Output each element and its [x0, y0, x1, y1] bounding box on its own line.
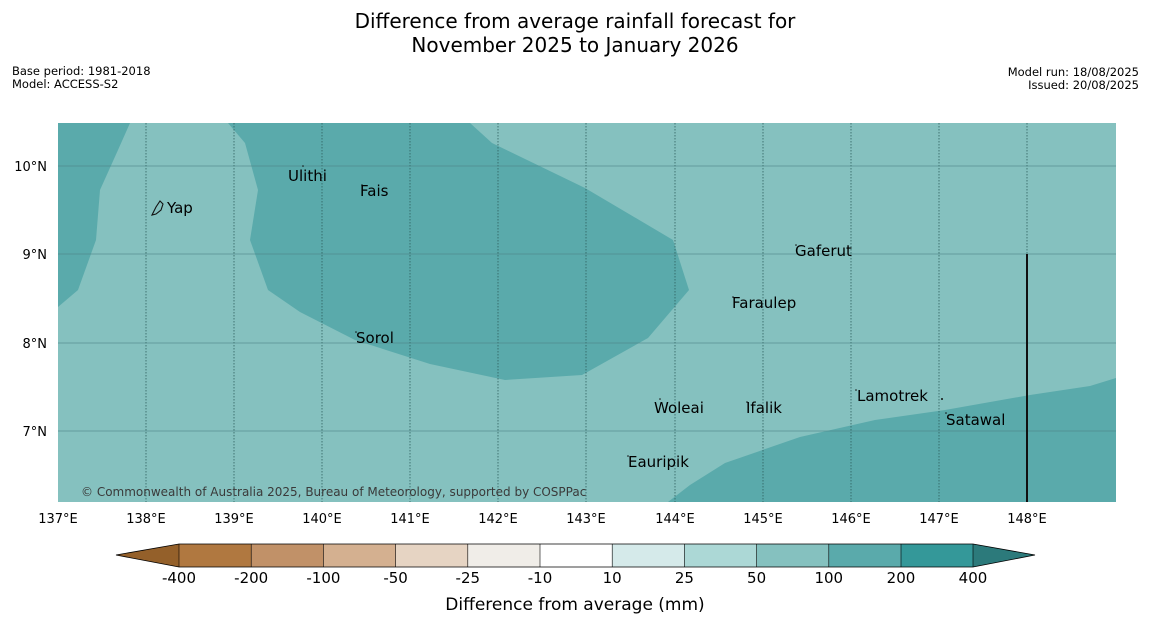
colorbar-segment — [901, 544, 973, 567]
colorbar-tick-label: 25 — [675, 569, 694, 587]
lat-label: 9°N — [23, 248, 48, 263]
place-label-fais: Fais — [360, 182, 389, 200]
issued-text: Issued: 20/08/2025 — [1028, 78, 1139, 92]
colorbar-tick-label: 200 — [887, 569, 916, 587]
lon-label: 140°E — [302, 512, 342, 527]
lon-label: 145°E — [743, 512, 783, 527]
colorbar-unit-label: Difference from average (mm) — [445, 595, 704, 615]
lat-label: 10°N — [14, 160, 47, 175]
colorbar-tick-label: -100 — [306, 569, 340, 587]
lat-gridlines — [58, 165, 1116, 432]
lon-label: 148°E — [1007, 512, 1047, 527]
island-dots — [302, 165, 947, 457]
model-info: Base period: 1981-2018 Model: ACCESS-S2 — [12, 65, 151, 91]
lon-label: 146°E — [831, 512, 871, 527]
colorbar-tick-label: -200 — [234, 569, 268, 587]
colorbar-segment — [179, 544, 252, 567]
lat-label: 8°N — [23, 337, 48, 352]
colorbar-low-extension — [116, 544, 179, 567]
lon-label: 147°E — [919, 512, 959, 527]
colorbar-segment — [540, 544, 613, 567]
title-line-1: Difference from average rainfall forecas… — [354, 9, 796, 33]
colorbar-tick-label: -50 — [383, 569, 408, 587]
place-label-lamotrek: Lamotrek — [857, 387, 928, 405]
lat-label: 7°N — [23, 425, 48, 440]
lon-axis-labels: 137°E 138°E 139°E 140°E 141°E 142°E 143°… — [38, 512, 1047, 527]
title-line-2: November 2025 to January 2026 — [411, 33, 739, 57]
map-area: Yap Ulithi Fais Gaferut Faraulep Sorol L… — [58, 123, 1116, 502]
place-label-satawal: Satawal — [946, 411, 1005, 429]
lat-axis-labels: 10°N 9°N 8°N 7°N — [14, 160, 47, 440]
colorbar-tick-label: 10 — [603, 569, 622, 587]
colorbar-segment — [395, 544, 468, 567]
issue-info: Model run: 18/08/2025 Issued: 20/08/2025 — [1008, 66, 1139, 92]
colorbar-segment — [612, 544, 685, 567]
place-label-yap: Yap — [166, 199, 193, 217]
colorbar-segment — [828, 544, 901, 567]
lon-label: 137°E — [38, 512, 78, 527]
colorbar-segment — [684, 544, 757, 567]
lon-label: 142°E — [478, 512, 518, 527]
lon-label: 141°E — [390, 512, 430, 527]
west-wet-region — [58, 123, 130, 307]
colorbar-segment — [467, 544, 540, 567]
colorbar-segment — [251, 544, 324, 567]
colorbar-tick-label: -25 — [456, 569, 481, 587]
central-wet-region — [228, 123, 689, 380]
place-label-ulithi: Ulithi — [288, 167, 327, 185]
lon-label: 144°E — [655, 512, 695, 527]
colorbar-tick-label: -400 — [162, 569, 196, 587]
place-label-woleai: Woleai — [654, 399, 704, 417]
colorbar — [115, 543, 1036, 568]
place-label-gaferut: Gaferut — [795, 242, 852, 260]
lon-label: 143°E — [566, 512, 606, 527]
base-period-text: Base period: 1981-2018 — [12, 64, 151, 78]
colorbar-segment — [756, 544, 829, 567]
lon-label: 139°E — [214, 512, 254, 527]
place-label-eauripik: Eauripik — [628, 453, 689, 471]
copyright-notice: © Commonwealth of Australia 2025, Bureau… — [81, 485, 586, 499]
colorbar-dividers — [178, 544, 974, 567]
place-label-sorol: Sorol — [356, 329, 394, 347]
place-label-faraulep: Faraulep — [732, 294, 796, 312]
colorbar-tick-label: 50 — [747, 569, 766, 587]
model-run-text: Model run: 18/08/2025 — [1007, 65, 1139, 79]
lon-label: 138°E — [126, 512, 166, 527]
colorbar-high-extension — [973, 544, 1035, 567]
place-label-ifalik: Ifalik — [746, 399, 782, 417]
colorbar-tick-label: 100 — [814, 569, 843, 587]
yap-island-outline — [150, 200, 164, 216]
colorbar-tick-label: -10 — [528, 569, 553, 587]
colorbar-ticks: -400 -200 -100 -50 -25 -10 10 25 50 100 … — [162, 569, 987, 587]
colorbar-segment — [323, 544, 396, 567]
southeast-wet-region — [668, 378, 1116, 502]
chart-title: Difference from average rainfall forecas… — [0, 9, 1150, 57]
model-text: Model: ACCESS-S2 — [12, 77, 119, 91]
colorbar-tick-label: 400 — [959, 569, 988, 587]
